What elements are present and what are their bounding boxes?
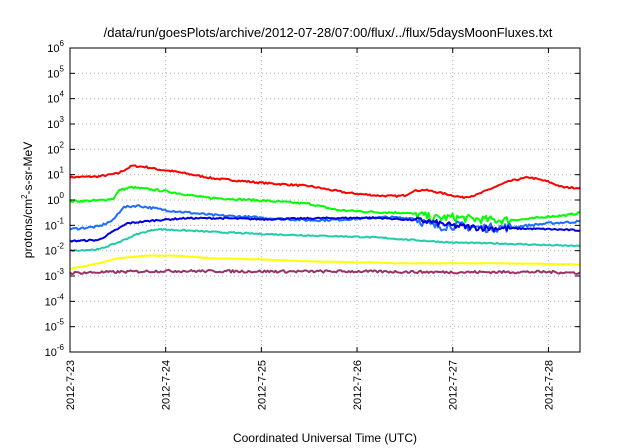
y-tick-label: 104 (47, 90, 64, 106)
series-line-4 (69, 216, 581, 243)
y-axis-label-sup: 2 (20, 194, 29, 199)
y-tick-label: 10-3 (45, 267, 65, 283)
y-tick-label: 100 (47, 191, 64, 207)
series-line-5 (69, 227, 581, 253)
y-tick-label: 103 (47, 115, 64, 131)
y-axis-label: protons/cm2-s-sr-MeV (20, 142, 35, 258)
y-tick-label: 106 (47, 39, 64, 55)
x-tick-label: 2012-7-27 (448, 360, 460, 410)
y-tick-label: 101 (47, 166, 64, 182)
y-axis-label-group: protons/cm2-s-sr-MeV (20, 142, 35, 258)
x-axis-label: Coordinated Universal Time (UTC) (233, 431, 417, 445)
axis-ticks: 10-6 10-5 10-4 10-3 10-2 10-1 100 101 102 103 104 1… (45, 39, 580, 410)
y-tick-label: 10-5 (45, 318, 65, 334)
y-tick-label: 102 (47, 140, 64, 156)
chart-title: /data/run/goesPlots/archive/2012-07-28/0… (104, 25, 553, 40)
x-tick-label: 2012-7-28 (543, 360, 555, 410)
x-tick-label: 2012-7-26 (352, 360, 364, 410)
x-tick-label: 2012-7-25 (256, 360, 268, 410)
data-series (69, 164, 581, 275)
y-tick-label: 105 (47, 64, 64, 80)
x-tick-label: 2012-7-23 (65, 360, 77, 410)
y-tick-label: 10-1 (45, 216, 65, 232)
series-line-2 (69, 185, 581, 225)
series-line-1 (69, 164, 581, 199)
y-tick-label: 10-4 (45, 292, 65, 308)
series-line-7 (69, 268, 581, 275)
y-axis-label-post: -s-sr-MeV (21, 142, 35, 195)
x-tick-label: 2012-7-24 (161, 360, 173, 410)
grid-lines (70, 48, 580, 352)
y-tick-label: 10-6 (45, 343, 65, 359)
y-tick-label: 10-2 (45, 242, 65, 258)
y-axis-label-pre: protons/cm (21, 199, 35, 258)
series-line-6 (69, 254, 581, 270)
